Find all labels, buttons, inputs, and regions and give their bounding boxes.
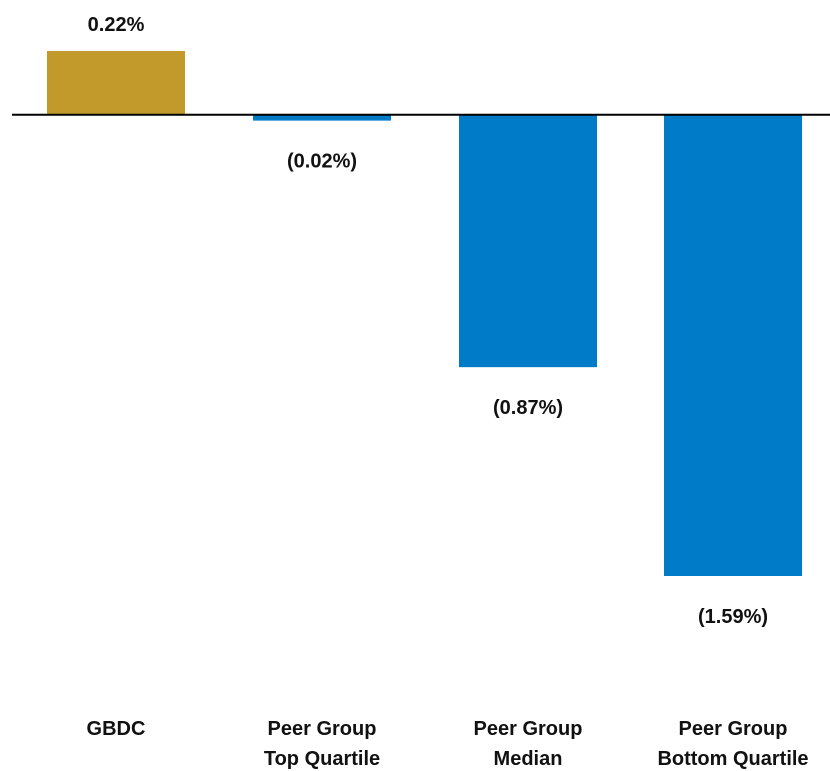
bar-peer-group-bottom-quartile xyxy=(664,114,802,576)
value-label: 0.22% xyxy=(88,14,145,36)
category-label: Peer Group Median xyxy=(474,718,583,770)
value-labels-group: 0.22% (0.02%) (0.87%) (1.59%) xyxy=(88,14,768,628)
category-label-line: Median xyxy=(494,748,563,770)
category-label: Peer Group Bottom Quartile xyxy=(657,718,808,770)
value-label: (1.59%) xyxy=(698,606,768,628)
bars-group xyxy=(47,51,802,576)
category-label-line: Peer Group xyxy=(679,718,788,740)
category-label: GBDC xyxy=(87,718,146,740)
category-labels-group: GBDC Peer Group Top Quartile Peer Group Medi… xyxy=(87,718,809,770)
category-label-line: Top Quartile xyxy=(264,748,380,770)
category-label-line: GBDC xyxy=(87,718,146,740)
category-label-line: Peer Group xyxy=(268,718,377,740)
bar-peer-group-median xyxy=(459,114,597,368)
category-label-line: Bottom Quartile xyxy=(657,748,808,770)
value-label: (0.87%) xyxy=(493,397,563,419)
bar-gbdc xyxy=(47,51,185,115)
category-label: Peer Group Top Quartile xyxy=(264,718,380,770)
value-label: (0.02%) xyxy=(287,151,357,173)
bar-peer-group-top-quartile xyxy=(253,114,391,121)
category-label-line: Peer Group xyxy=(474,718,583,740)
